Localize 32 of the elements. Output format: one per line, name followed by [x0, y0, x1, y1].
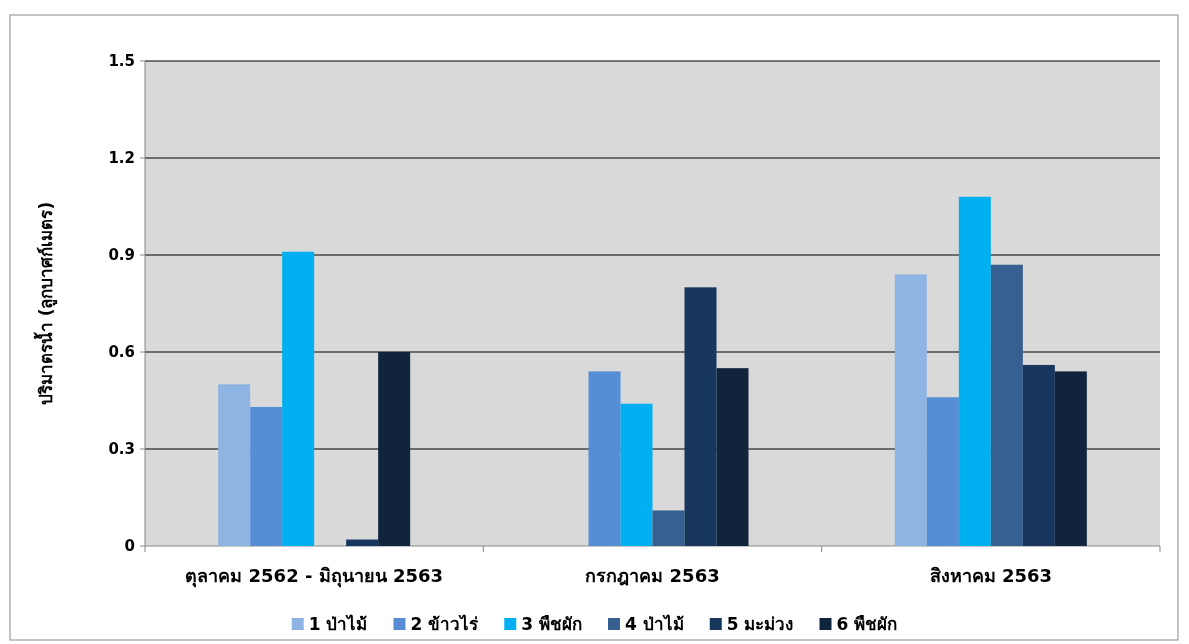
- x-tick-label: สิงหาคม 2563: [929, 565, 1053, 586]
- bar: [684, 287, 717, 546]
- legend-label: 2 ข้าวไร่: [410, 614, 480, 634]
- legend-label: 5 มะม่วง: [726, 614, 794, 634]
- legend-label: 1 ป่าไม้: [308, 614, 368, 634]
- bar: [652, 510, 685, 546]
- bar: [218, 384, 251, 546]
- legend-label: 6 พืชผัก: [836, 614, 898, 634]
- y-tick-label: 1.5: [108, 52, 135, 70]
- bar: [958, 196, 991, 546]
- bar: [620, 403, 653, 546]
- legend-label: 4 ป่าไม้: [625, 614, 684, 634]
- bar: [716, 368, 749, 546]
- bar: [346, 539, 379, 546]
- bar: [990, 264, 1023, 546]
- bar: [282, 251, 315, 546]
- x-tick-label: กรกฎาคม 2563: [585, 565, 720, 586]
- y-tick-label: 0.3: [108, 440, 135, 458]
- bar: [250, 406, 283, 546]
- bar: [1054, 371, 1087, 546]
- bar: [926, 397, 959, 546]
- y-tick-label: 0: [124, 537, 135, 555]
- y-tick-label: 0.6: [108, 343, 135, 361]
- x-tick-label: ตุลาคม 2562 - มิถุนายน 2563: [185, 565, 444, 588]
- y-axis-title: ปริมาตรน้ำ (ลูกบาศก์เมตร): [33, 201, 58, 406]
- bar: [378, 352, 411, 546]
- legend-label: 3 พืชผัก: [521, 614, 582, 634]
- bar: [1022, 364, 1055, 546]
- y-tick-label: 0.9: [108, 246, 135, 264]
- bar: [894, 274, 927, 546]
- bar: [588, 371, 621, 546]
- y-tick-label: 1.2: [108, 149, 135, 167]
